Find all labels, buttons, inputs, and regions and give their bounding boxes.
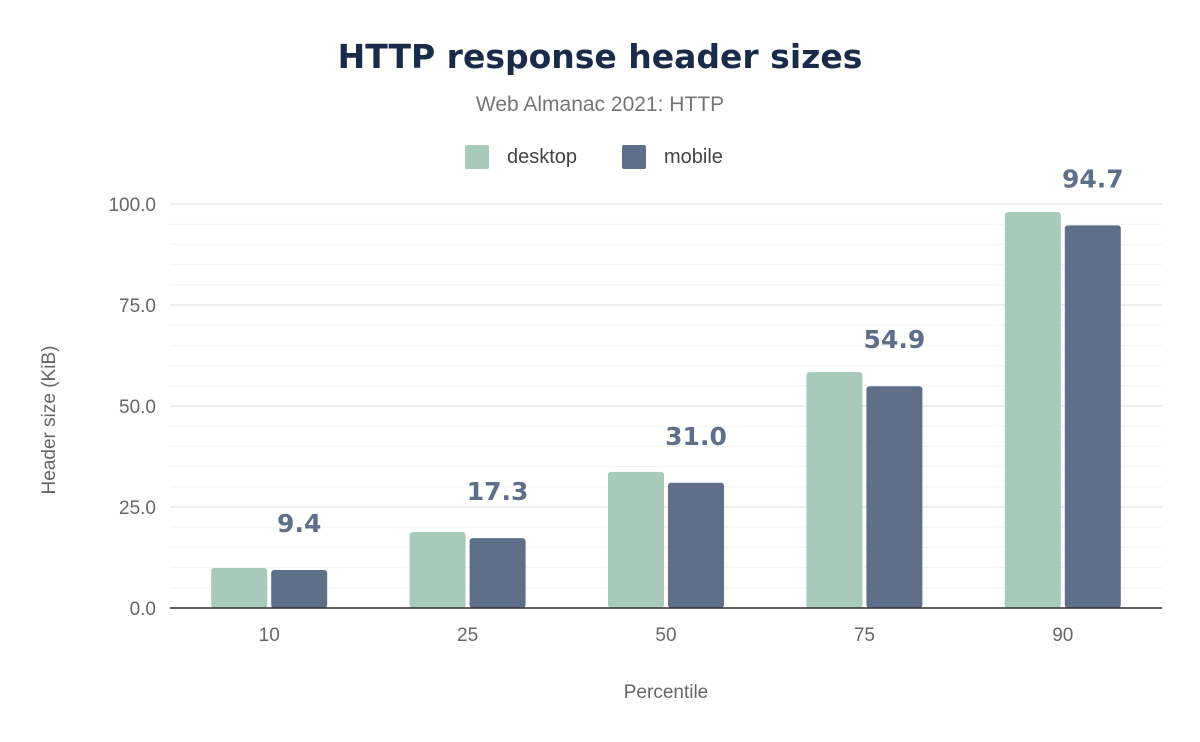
data-label: 31.0 bbox=[665, 422, 727, 451]
y-tick-label: 0.0 bbox=[130, 599, 156, 620]
axes: 0.0 25.0 50.0 75.0 100.0 10 25 50 75 90 bbox=[108, 195, 1162, 646]
x-tick-label: 50 bbox=[655, 625, 676, 646]
legend-label-mobile: mobile bbox=[664, 146, 723, 168]
gridlines bbox=[170, 203, 1162, 609]
x-tick-label: 25 bbox=[457, 625, 478, 646]
y-axis-label: Header size (KiB) bbox=[39, 346, 60, 495]
x-tick-label: 90 bbox=[1052, 625, 1073, 646]
legend-swatch-mobile bbox=[622, 145, 646, 169]
data-label: 54.9 bbox=[864, 325, 926, 354]
bar-mobile bbox=[866, 386, 923, 608]
bar-mobile bbox=[271, 570, 328, 608]
bar-mobile bbox=[668, 482, 724, 608]
data-label: 94.7 bbox=[1062, 164, 1124, 193]
bar-desktop bbox=[1004, 212, 1061, 608]
x-tick-label: 10 bbox=[259, 625, 280, 646]
bar-desktop bbox=[806, 372, 863, 608]
bar-mobile bbox=[1064, 225, 1121, 609]
legend-label-desktop: desktop bbox=[507, 146, 577, 168]
data-label: 9.4 bbox=[277, 509, 321, 538]
legend-swatch-desktop bbox=[465, 145, 489, 169]
x-axis-label: Percentile bbox=[624, 682, 709, 703]
y-tick-label: 25.0 bbox=[119, 498, 156, 519]
bar-desktop bbox=[608, 471, 664, 608]
y-tick-label: 75.0 bbox=[119, 296, 156, 317]
chart-title: HTTP response header sizes bbox=[338, 37, 863, 76]
bar-desktop bbox=[211, 568, 268, 608]
bars: 9.4 17.3 31.0 54.9 94.7 bbox=[211, 164, 1124, 609]
y-tick-label: 100.0 bbox=[108, 195, 156, 216]
bar-mobile bbox=[469, 538, 526, 608]
y-tick-label: 50.0 bbox=[119, 397, 156, 418]
x-tick-label: 75 bbox=[854, 625, 875, 646]
data-label: 17.3 bbox=[467, 477, 529, 506]
chart-subtitle: Web Almanac 2021: HTTP bbox=[476, 93, 724, 116]
bar-desktop bbox=[409, 532, 466, 608]
legend: desktop mobile bbox=[465, 145, 723, 169]
